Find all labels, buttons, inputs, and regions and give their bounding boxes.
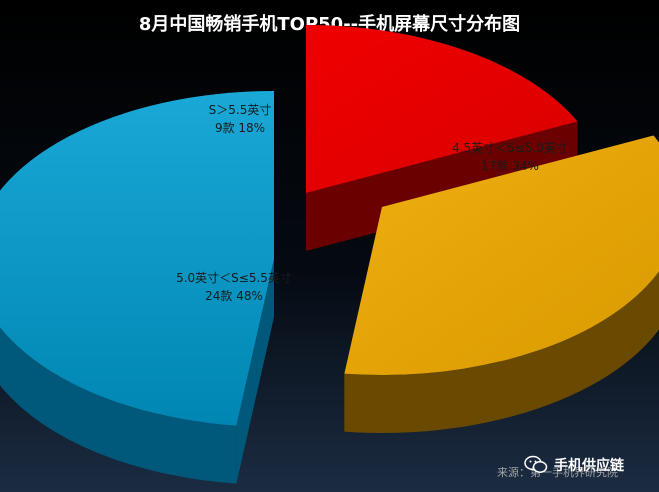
wechat-icon [524, 455, 548, 473]
slice-category-label-2: 5.0英寸＜S≤5.5英寸 [176, 271, 292, 285]
slice-category-label-1: 4.5英寸＜S≤5.0英寸 [452, 141, 568, 155]
pie-tops [0, 25, 659, 426]
slice-side-1 [344, 135, 659, 433]
slice-category-label-0: S＞5.5英寸 [209, 103, 272, 117]
slice-value-label-1: 17款 34% [481, 159, 539, 173]
slice-top-1 [344, 135, 659, 375]
wechat-watermark: 手机供应链 [524, 455, 624, 475]
slice-wall-0-1 [306, 121, 578, 251]
slice-value-label-2: 24款 48% [205, 289, 263, 303]
watermark-text: 手机供应链 [554, 458, 624, 474]
slice-top-2 [0, 91, 274, 426]
source-note: 来源：第一手机界研究院 [497, 466, 618, 479]
slice-wall-2-0 [236, 259, 274, 484]
chart-title: 8月中国畅销手机TOP50--手机屏幕尺寸分布图 [138, 14, 521, 35]
slice-top-0 [306, 25, 578, 193]
slice-value-label-0: 9款 18% [215, 121, 265, 135]
pie-labels: S＞5.5英寸 9款 18% 4.5英寸＜S≤5.0英寸 17款 34% 5.0英寸＜S… [176, 103, 568, 303]
